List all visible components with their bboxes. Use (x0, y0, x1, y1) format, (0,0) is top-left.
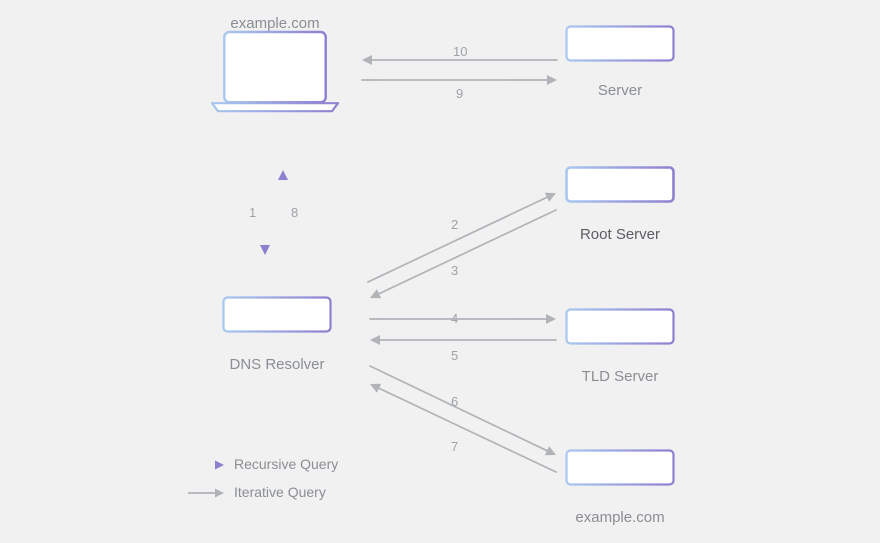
edge-e6 (370, 366, 556, 455)
edge-label-e1: 1 (249, 205, 256, 220)
legend-arrow-iterative (188, 489, 224, 498)
laptop-icon (210, 30, 340, 120)
legend-label-recursive: Recursive Query (234, 456, 338, 472)
edge-e3 (370, 210, 556, 298)
edge-label-e8: 8 (291, 205, 298, 220)
edge-label-e2: 2 (451, 217, 458, 232)
edge-label-e5: 5 (451, 348, 458, 363)
edge-e5 (370, 335, 556, 345)
edge-e8 (278, 170, 288, 255)
edge-label-e7: 7 (451, 439, 458, 454)
node-label-resolver: DNS Resolver (197, 356, 357, 373)
edge-e7 (370, 384, 556, 472)
server-icon (565, 166, 675, 212)
node-label-client: example.com (195, 15, 355, 32)
edge-e4 (370, 314, 556, 324)
legend-arrow-recursive (188, 461, 224, 470)
node-label-server: Server (540, 82, 700, 99)
edge-label-e4: 4 (451, 311, 458, 326)
edge-label-e10: 10 (453, 44, 467, 59)
edge-label-e9: 9 (456, 86, 463, 101)
server-icon (222, 296, 332, 342)
node-label-root: Root Server (540, 226, 700, 243)
node-label-tld: TLD Server (540, 368, 700, 385)
edge-e2 (368, 193, 556, 282)
edge-e1 (260, 170, 270, 255)
edge-label-e3: 3 (451, 263, 458, 278)
server-icon (565, 25, 675, 71)
edge-label-e6: 6 (451, 394, 458, 409)
server-icon (565, 449, 675, 495)
server-icon (565, 308, 675, 354)
legend-label-iterative: Iterative Query (234, 484, 326, 500)
edge-e9 (362, 75, 557, 85)
node-label-auth: example.com (540, 509, 700, 526)
